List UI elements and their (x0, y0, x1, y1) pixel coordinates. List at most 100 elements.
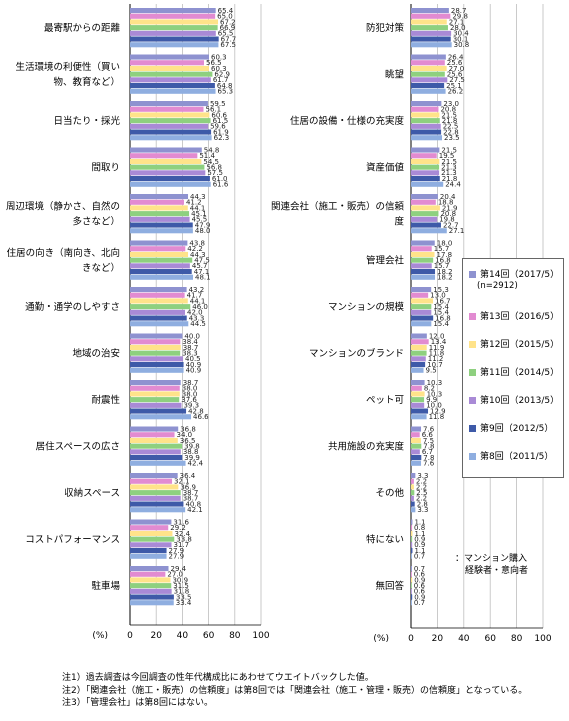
right-bar (411, 443, 422, 449)
left-bar (130, 315, 187, 321)
right-data-label: 29.8 (452, 13, 468, 21)
right-bar (411, 54, 446, 60)
right-data-label: 15.7 (434, 262, 450, 270)
right-bar (411, 519, 413, 525)
right-data-label: 21.5 (441, 146, 457, 154)
right-data-label: 7.6 (423, 460, 435, 468)
right-bar (411, 13, 451, 19)
left-bar (130, 83, 215, 89)
left-data-label: 64.8 (217, 82, 233, 90)
right-data-label: 11.8 (429, 413, 445, 421)
left-bar (130, 42, 219, 48)
left-bar (130, 118, 211, 124)
left-data-label: 45.5 (192, 216, 208, 224)
right-data-label: 2.2 (416, 495, 427, 503)
right-data-label: 10.7 (427, 361, 443, 369)
right-data-label: 1.1 (414, 530, 425, 538)
right-bar (411, 164, 440, 170)
left-bar (130, 71, 213, 77)
right-data-label: 7.8 (423, 443, 434, 451)
legend-item: 第14回（2017/5） (469, 267, 559, 280)
left-bar (130, 449, 181, 455)
left-data-label: 44.5 (190, 320, 206, 328)
right-bar (411, 408, 429, 414)
left-bar (130, 164, 205, 170)
left-bar (130, 246, 186, 252)
right-data-label: 8.2 (424, 385, 435, 393)
right-data-label: 0.9 (414, 593, 425, 601)
right-bar (411, 222, 441, 228)
left-data-label: 30.9 (172, 576, 188, 584)
left-data-label: 61.6 (213, 181, 229, 189)
right-bar (411, 216, 438, 222)
right-data-label: 28.7 (451, 7, 467, 15)
left-data-label: 61.5 (213, 117, 229, 125)
right-bar (411, 315, 434, 321)
legend-label: 第10回（2013/5） (480, 396, 560, 406)
right-data-label: 2.5 (416, 489, 427, 497)
left-bar (130, 147, 202, 153)
right-data-label: 21.3 (441, 169, 457, 177)
left-data-label: 45.7 (192, 262, 208, 270)
left-data-label: 40.5 (185, 355, 201, 363)
left-bar (130, 600, 174, 606)
right-data-label: 13.0 (430, 292, 446, 300)
left-bar (130, 60, 205, 66)
right-data-label: 1.1 (414, 547, 425, 555)
right-bar (411, 60, 445, 66)
left-bar (130, 530, 173, 536)
right-bar (411, 135, 443, 141)
right-data-label: 16.8 (435, 257, 451, 265)
right-data-label: 30.4 (453, 30, 469, 38)
left-bar (130, 181, 211, 187)
right-category-label: 特にない (366, 533, 404, 545)
right-bar (411, 112, 440, 118)
right-bar (411, 548, 413, 554)
left-data-label: 40.8 (185, 500, 201, 508)
right-bar (411, 36, 451, 42)
right-data-label: 10.0 (426, 402, 442, 410)
left-bar (130, 65, 209, 71)
left-data-label: 39.3 (183, 402, 199, 410)
right-tick-label: 80 (511, 634, 523, 644)
left-bar (130, 385, 180, 391)
right-bar (411, 583, 412, 589)
right-bar (411, 553, 412, 559)
left-data-label: 40.9 (186, 367, 202, 375)
left-data-label: 42.4 (188, 460, 204, 468)
right-category-label: ペット可 (366, 395, 404, 406)
right-data-label: 2.2 (416, 478, 427, 486)
right-bar (411, 118, 440, 124)
left-bar (130, 269, 192, 275)
left-x-axis-label: (%) (92, 631, 108, 641)
left-category-label: 耐震性 (91, 394, 120, 406)
right-data-label: 18.8 (438, 199, 454, 207)
left-data-label: 36.8 (180, 425, 196, 433)
left-tick-label: 0 (127, 631, 133, 641)
right-bar (411, 385, 422, 391)
right-bar (411, 88, 446, 94)
right-data-label: 0.6 (414, 571, 426, 579)
right-bar (411, 292, 429, 298)
left-category-label: コストパフォーマンス (25, 534, 120, 545)
left-bar (130, 588, 172, 594)
right-data-label: 27.1 (449, 227, 465, 235)
right-data-label: 19.5 (439, 152, 455, 160)
left-data-label: 62.3 (214, 134, 230, 142)
left-data-label: 61.7 (213, 76, 229, 84)
legend-swatch (469, 369, 476, 376)
left-bar (130, 158, 202, 164)
right-bar (411, 321, 432, 327)
right-bar (411, 339, 429, 345)
right-data-label: 15.7 (434, 245, 450, 253)
left-bar (130, 199, 184, 205)
right-category-label: 眺望 (385, 68, 404, 80)
right-data-label: 21.9 (442, 204, 458, 212)
left-tick-label: 80 (229, 631, 241, 641)
right-x-axis-label: (%) (373, 634, 389, 644)
right-bar (411, 25, 448, 31)
left-category-label: 収納スペース (64, 487, 120, 499)
left-bar (130, 251, 189, 257)
right-data-label: 15.4 (433, 303, 449, 311)
right-bar (411, 194, 438, 200)
